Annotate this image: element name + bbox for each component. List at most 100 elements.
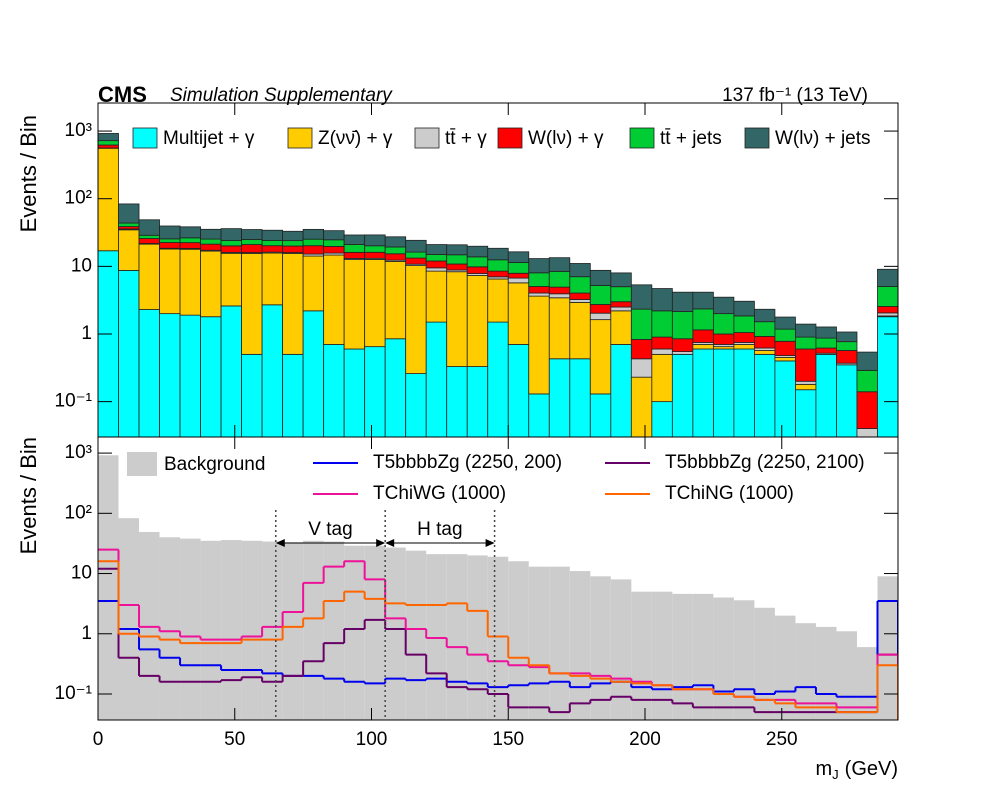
y-tick-label: 1 [81,623,92,644]
x-label-unit: (GeV) [845,758,898,780]
bar-segment [220,240,242,247]
bar-segment [548,257,571,272]
bar-segment [446,271,468,367]
bar-segment [446,254,468,265]
bar-segment [569,299,591,303]
bar-segment [405,373,427,437]
background-bar [815,626,837,720]
bar-segment [589,312,612,321]
background-bar [98,455,119,720]
bar-segment [836,331,858,343]
bar-segment [364,346,386,437]
bar-segment [302,228,325,240]
x-tick-label: 0 [93,729,104,750]
bar-segment [159,225,181,240]
background-bar [364,545,386,720]
legend-label: tt̄ + γ [445,128,487,149]
bar-segment [877,312,898,317]
bar-segment [774,340,796,356]
bar-segment [569,358,591,437]
bar-segment [548,358,571,437]
legend-swatch [414,127,440,149]
background-bar [426,554,447,720]
legend-swatch [497,127,523,149]
x-axis-label: mJ (GeV) [815,758,898,782]
bar-segment [261,229,284,241]
bar-segment [712,296,735,315]
background-bar [508,561,529,720]
bar-segment [610,272,632,288]
legend-swatch [744,127,770,149]
bar-segment [159,313,181,437]
bar-segment [282,353,304,437]
bar-segment [507,251,530,263]
bar-segment [118,222,140,227]
legend-label: TChiNG (1000) [665,483,794,504]
bar-segment [795,383,817,391]
background-bar [262,541,283,720]
bar-segment [754,353,776,437]
bar-segment [241,244,263,253]
background-bar [344,545,365,720]
bar-segment [754,350,776,355]
bar-segment [179,242,201,249]
legend-label: Background [164,454,265,475]
x-tick-label: 250 [766,729,798,750]
bar-segment [815,347,837,354]
bar-segment [405,239,427,253]
bar-segment [528,272,550,287]
bar-segment [651,288,673,312]
background-bar [405,550,427,720]
background-bar [385,547,406,720]
background-bar [487,556,509,720]
legend-swatch [132,127,158,149]
bar-segment [466,366,489,437]
bar-segment [261,245,284,253]
bar-segment [630,308,653,340]
bar-segment [795,323,817,338]
bar-segment [118,229,140,271]
y-tick-label: 10⁻¹ [55,391,93,412]
bar-segment [671,311,694,340]
bar-segment [877,306,898,314]
background-bar [795,623,816,720]
bar-segment [384,236,407,248]
bar-segment [630,284,653,310]
bar-segment [323,246,345,254]
bar-segment [282,230,304,242]
bar-segment [651,348,673,355]
bar-segment [425,244,448,255]
bar-segment [836,341,858,351]
bar-segment [487,259,509,272]
bar-segment [220,228,242,241]
bar-segment [98,133,119,142]
bar-segment [856,391,878,429]
bar-segment [384,260,407,340]
bar-segment [795,348,817,382]
background-bar [877,576,898,720]
bar-segment [261,252,284,306]
bar-segment [733,300,755,317]
tag-label: H tag [417,519,462,540]
bar-segment [610,301,632,308]
bar-segment [630,358,653,378]
bar-segment [856,369,878,393]
background-bar [692,593,714,720]
background-bar [754,607,775,720]
bar-segment [487,321,509,437]
y-tick-label: 10² [65,502,92,523]
tag-label: V tag [308,519,352,540]
plot-area [98,133,898,437]
bar-segment [630,436,653,437]
bar-segment [138,309,160,437]
background-bar [856,647,878,720]
bar-segment [671,338,694,352]
bar-segment [569,292,591,300]
bar-segment [507,282,530,345]
background-bar [631,591,652,720]
bar-segment [159,248,181,315]
bar-segment [671,291,694,312]
x-tick-label: 200 [629,729,661,750]
bar-segment [364,259,386,348]
bar-segment [302,310,325,437]
